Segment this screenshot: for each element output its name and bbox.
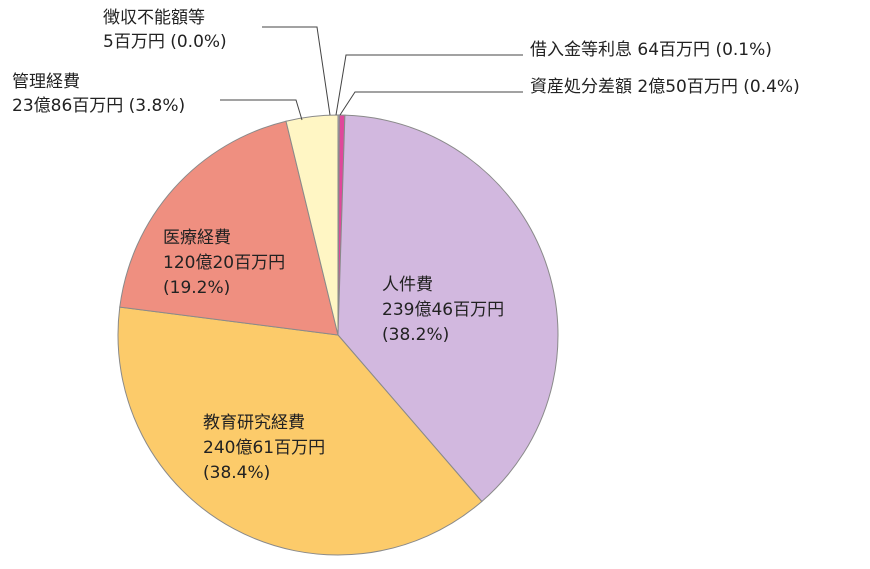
slice-label-line: 23億86百万円 (3.8%) (12, 96, 185, 116)
slice-label-line: (38.4%) (203, 463, 270, 483)
slice-label-kyoiku: 教育研究経費 240億61百万円 (38.4%) (203, 413, 325, 483)
slice-label-line: 教育研究経費 (203, 413, 305, 433)
slice-label-line: (19.2%) (163, 278, 230, 298)
slice-label-line: 120億20百万円 (163, 253, 285, 273)
pie-slice-kyoiku (117, 306, 483, 556)
slice-label-line: 借入金等利息 64百万円 (0.1%) (530, 40, 772, 60)
leader-line-shisan (339, 91, 523, 116)
slice-label-shakunyu: 借入金等利息 64百万円 (0.1%) (530, 40, 772, 60)
slice-label-line: 240億61百万円 (203, 438, 325, 458)
slice-label-jinkenhi: 人件費 239億46百万円 (38.2%) (382, 275, 504, 345)
slice-label-line: 人件費 (382, 275, 433, 295)
slice-label-iryo: 医療経費 120億20百万円 (19.2%) (163, 228, 285, 298)
leader-lines (220, 26, 523, 121)
slice-label-line: 医療経費 (163, 228, 231, 248)
slice-label-line: 5百万円 (0.0%) (103, 32, 227, 52)
leader-line-kanri (220, 99, 303, 121)
slice-label-line: 徴収不能額等 (103, 8, 205, 28)
slice-label-line: 管理経費 (12, 72, 80, 92)
slice-label-line: 239億46百万円 (382, 300, 504, 320)
pie-slice-kanri (285, 114, 339, 336)
slice-label-shisan: 資産処分差額 2億50百万円 (0.4%) (530, 77, 800, 97)
slice-label-choshu: 徴収不能額等 5百万円 (0.0%) (103, 8, 227, 52)
pie-slice-iryo (119, 120, 339, 336)
pie-slice-jinkenhi (337, 114, 559, 503)
slice-labels: 人件費 239億46百万円 (38.2%) 教育研究経費 240億61百万円 (38.4%… (12, 8, 800, 483)
leader-line-choshu (262, 26, 331, 116)
slice-label-line: 資産処分差額 2億50百万円 (0.4%) (530, 77, 800, 97)
slice-label-kanri: 管理経費 23億86百万円 (3.8%) (12, 72, 185, 116)
pie-slices (117, 114, 559, 556)
slice-label-line: (38.2%) (382, 325, 449, 345)
leader-line-shakunyu (335, 54, 523, 116)
